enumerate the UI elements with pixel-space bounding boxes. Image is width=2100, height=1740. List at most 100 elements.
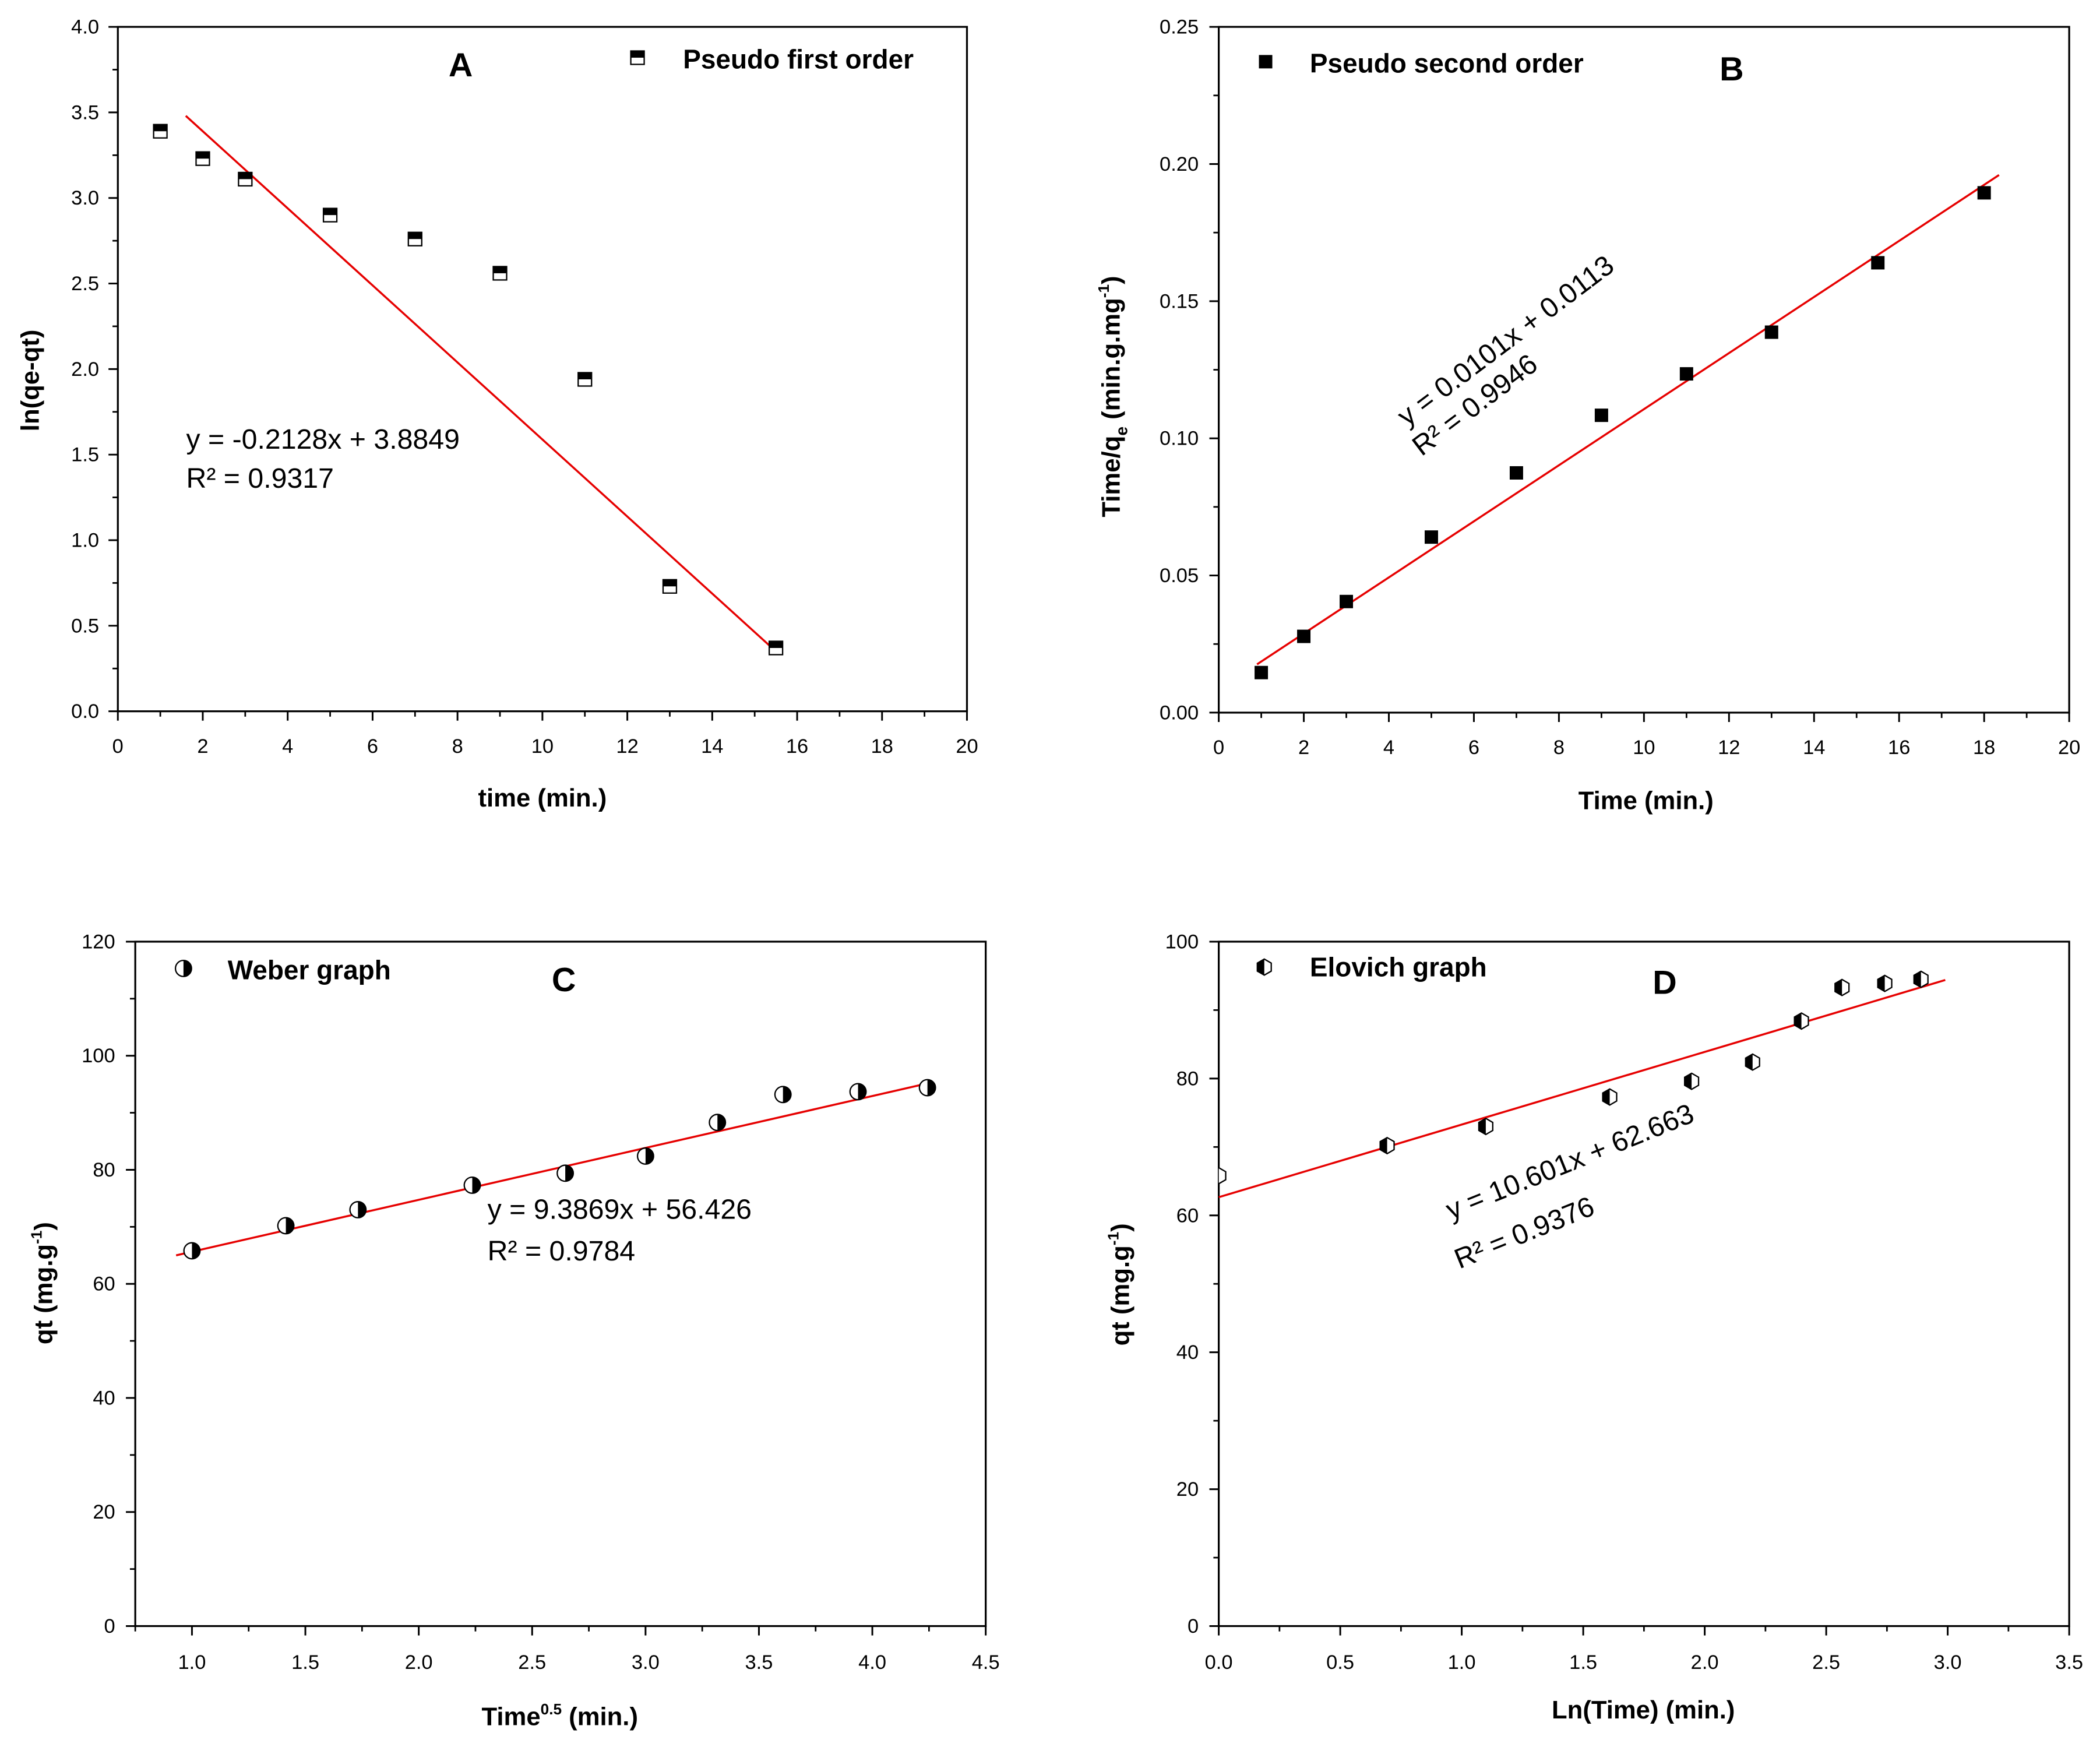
marker-fill (1877, 975, 1885, 992)
marker-fill (196, 152, 210, 159)
legend-label: Pseudo second order (1310, 48, 1584, 78)
data-point (492, 266, 508, 281)
x-tick-label: 0 (112, 735, 124, 758)
data-point (1602, 1088, 1618, 1106)
y-tick-label: 60 (1176, 1204, 1199, 1227)
y-axis-label: ln(qe-qt) (16, 330, 45, 432)
marker-fill (286, 1217, 294, 1234)
marker-fill (927, 1079, 936, 1096)
marker-fill (1745, 1054, 1753, 1070)
data-point (349, 1201, 367, 1218)
y-tick-label: 0.5 (71, 615, 99, 637)
x-tick-label: 3.5 (745, 1651, 773, 1674)
y-tick-label: 1.0 (71, 529, 99, 551)
legend: Pseudo first order (630, 44, 914, 74)
data-point (463, 1176, 481, 1194)
x-tick-label: 8 (452, 735, 463, 758)
y-axis-ticks: 0 20 40 60 80 100 120 (82, 931, 136, 1637)
data-point (1379, 1136, 1395, 1155)
x-tick-label: 4.0 (858, 1651, 886, 1674)
marker-fill (858, 1083, 866, 1100)
y-tick-label: 4.0 (71, 16, 99, 38)
y-tick-label: 0.15 (1160, 290, 1199, 312)
y-axis-label-part: e (1112, 427, 1131, 436)
marker-fill (1835, 979, 1842, 996)
marker-fill (1794, 1013, 1802, 1030)
marker-fill (663, 579, 676, 587)
y-axis-label-part: Time/q (1097, 436, 1126, 517)
x-tick-label: 10 (531, 735, 554, 758)
y-tick-label: 40 (93, 1387, 115, 1409)
marker-fill (493, 266, 507, 273)
x-axis-ticks: 0 2 4 6 8 10 12 14 16 18 20 (112, 711, 978, 758)
marker-fill (783, 1086, 791, 1103)
y-axis-label-part: ) (1097, 276, 1126, 284)
data-points (183, 1079, 936, 1260)
data-point (1913, 970, 1929, 988)
x-tick-label: 20 (2058, 737, 2080, 759)
y-axis-label-part: qt (mg.g (1107, 1245, 1135, 1345)
legend-label: Pseudo first order (683, 44, 914, 74)
x-tick-label: 6 (1468, 737, 1479, 759)
x-axis-label: Time0.5 (min.) (482, 1700, 638, 1731)
r-squared: R² = 0.9317 (186, 463, 333, 494)
data-points (153, 124, 784, 656)
y-axis-label: qt (mg.g-1) (27, 1222, 58, 1344)
x-tick-label: 20 (956, 735, 978, 758)
data-point (1478, 1117, 1493, 1136)
marker-fill (565, 1165, 573, 1182)
marker-fill (183, 960, 192, 977)
y-tick-label: 0.10 (1160, 428, 1199, 450)
data-point (1594, 408, 1608, 422)
y-tick-label: 20 (93, 1501, 115, 1523)
marker-fill (1297, 629, 1311, 643)
data-point (1255, 665, 1269, 679)
x-tick-label: 0.5 (1326, 1651, 1354, 1674)
data-point (1218, 1167, 1227, 1185)
legend: Weber graph (174, 954, 391, 985)
x-tick-label: 8 (1553, 737, 1565, 759)
x-tick-label: 12 (616, 735, 638, 758)
marker-fill (1259, 55, 1273, 69)
x-axis-label-part: Time (482, 1703, 541, 1731)
y-tick-label: 0 (1188, 1615, 1199, 1637)
y-axis-label: qt (mg.g-1) (1104, 1223, 1134, 1345)
marker-fill (1679, 367, 1693, 381)
data-point (1977, 186, 1991, 200)
x-axis-label: Ln(Time) (min.) (1552, 1696, 1735, 1724)
marker-fill (1914, 971, 1921, 988)
data-point (1509, 466, 1523, 480)
y-axis-ticks: 0 20 40 60 80 100 (1165, 931, 1219, 1637)
x-tick-label: 0.0 (1205, 1651, 1233, 1674)
y-tick-label: 60 (93, 1273, 115, 1295)
y-axis-ticks: 0.00 0.05 0.10 0.15 0.20 0.25 (1160, 16, 1219, 724)
y-tick-label: 0.00 (1160, 702, 1199, 724)
x-axis-label-part: time (min.) (478, 784, 607, 812)
y-axis-label-part: (min.g.mg (1097, 298, 1126, 427)
fit-line (1218, 979, 1946, 1199)
data-points (1255, 186, 1991, 679)
marker-fill (472, 1177, 481, 1193)
marker-fill (1764, 325, 1778, 339)
y-tick-label: 0.25 (1160, 16, 1199, 38)
legend-marker (1256, 958, 1272, 976)
x-tick-label: 12 (1718, 737, 1740, 759)
y-tick-label: 1.5 (71, 444, 99, 466)
data-point (636, 1147, 654, 1165)
x-tick-label: 1.5 (291, 1651, 319, 1674)
legend-marker (174, 959, 192, 977)
y-tick-label: 3.5 (71, 101, 99, 124)
y-tick-label: 3.0 (71, 187, 99, 209)
x-axis-label-part: Ln(Time) (min.) (1552, 1696, 1735, 1724)
legend: Elovich graph (1256, 952, 1487, 982)
x-axis-ticks: 0 2 4 6 8 10 12 14 16 18 20 (1213, 712, 2080, 759)
marker-fill (769, 641, 783, 648)
x-axis-label-part: 0.5 (541, 1700, 562, 1718)
data-point (1745, 1053, 1760, 1071)
x-tick-label: 16 (786, 735, 808, 758)
x-tick-label: 2.0 (405, 1651, 433, 1674)
x-tick-label: 10 (1633, 737, 1655, 759)
x-tick-label: 2.5 (518, 1651, 546, 1674)
r-squared: R² = 0.9784 (488, 1235, 635, 1267)
x-tick-label: 16 (1888, 737, 1910, 759)
